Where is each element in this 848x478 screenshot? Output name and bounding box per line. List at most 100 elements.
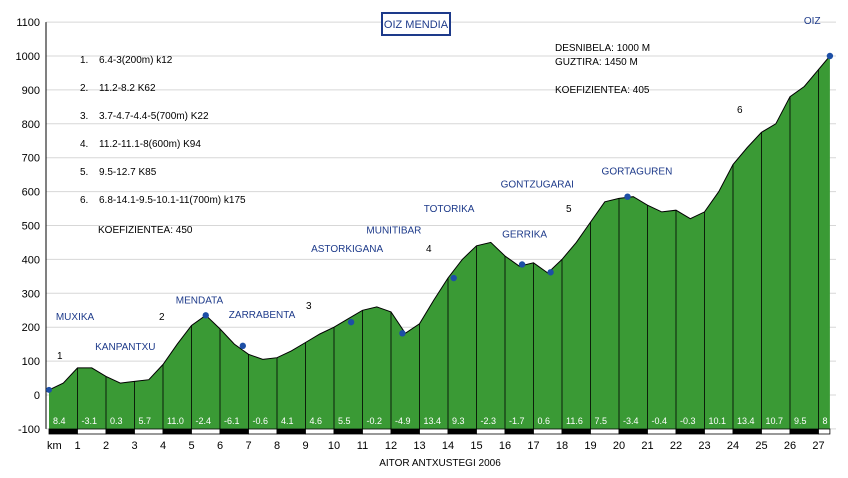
gradient-label: 11.6	[566, 416, 583, 426]
place-label: ASTORKIGANA	[311, 244, 383, 255]
climb-legend-desc: 11.2-11.1-8(600m) K94	[99, 139, 201, 150]
gradient-label: 10.7	[766, 416, 784, 426]
x-tick-label: 6	[217, 440, 223, 452]
coefficient-left: KOEFIZIENTEA: 450	[98, 225, 193, 236]
place-label: OIZ	[804, 16, 821, 27]
y-tick-label: 0	[34, 390, 40, 402]
place-label: MENDATA	[176, 295, 224, 306]
gradient-label: -0.2	[367, 416, 383, 426]
km-bar-segment	[504, 428, 534, 435]
x-axis-label: km	[47, 440, 62, 452]
place-marker	[239, 342, 246, 350]
place-label: MUXIKA	[56, 312, 95, 323]
start-marker	[46, 386, 52, 393]
x-tick-label: 17	[527, 440, 539, 452]
km-bar-segment	[219, 428, 249, 435]
x-tick-label: 16	[499, 440, 511, 452]
route-stat: KOEFIZIENTEA: 405	[555, 85, 650, 96]
climb-number: 5	[566, 204, 572, 215]
y-tick-label: -100	[18, 424, 40, 436]
y-tick-label: 800	[22, 119, 40, 131]
gradient-label: 0.6	[538, 416, 551, 426]
gradient-label: -6.1	[224, 416, 240, 426]
gradient-label: 5.5	[338, 416, 351, 426]
place-label: KANPANTXU	[95, 342, 155, 353]
x-tick-label: 11	[357, 440, 368, 452]
y-tick-label: 300	[22, 288, 40, 300]
x-tick-label: 1	[74, 440, 80, 452]
x-tick-label: 25	[755, 440, 767, 452]
climbs-legend: 1. 6.4-3(200m) k12 2. 11.2-8.2 K62 3. 3.7-4.7…	[80, 55, 246, 206]
x-tick-label: 12	[385, 440, 397, 452]
km-bar-segment	[48, 428, 78, 435]
place-marker	[624, 193, 631, 200]
km-bar-segment	[732, 428, 762, 435]
climb-legend-number: 1.	[80, 55, 88, 66]
x-tick-label: 4	[160, 440, 166, 452]
climb-number: 4	[426, 244, 432, 255]
gradient-label: 13.4	[737, 416, 755, 426]
route-stats: DESNIBELA: 1000 M GUZTIRA: 1450 M KOEFIZIE…	[555, 43, 650, 96]
climb-number: 3	[306, 301, 312, 312]
gradient-label: -4.9	[395, 416, 411, 426]
km-bar-segment	[362, 428, 392, 435]
km-bar-segment	[105, 428, 135, 435]
gradient-label: -3.4	[623, 416, 639, 426]
km-bar-segment	[618, 428, 648, 435]
elevation-area	[49, 56, 830, 429]
route-stat: DESNIBELA: 1000 M	[555, 43, 650, 54]
gradient-label: 0.3	[110, 416, 123, 426]
x-tick-label: 10	[328, 440, 340, 452]
km-bar-segment	[305, 428, 335, 435]
chart-title: OIZ MENDIA	[384, 19, 449, 31]
km-bar-segment	[77, 428, 107, 435]
x-tick-label: 20	[613, 440, 625, 452]
x-tick-label: 24	[727, 440, 739, 452]
gradient-label: 11.0	[167, 416, 184, 426]
km-bar-segment	[818, 428, 831, 435]
place-marker	[826, 52, 834, 60]
gradient-label: -0.6	[253, 416, 269, 426]
x-tick-label: 21	[641, 440, 653, 452]
km-bar-segment	[590, 428, 620, 435]
x-tick-label: 14	[442, 440, 454, 452]
x-tick-label: 13	[413, 440, 425, 452]
km-bar-segment	[276, 428, 306, 435]
x-tick-label: 8	[274, 440, 280, 452]
profile-area	[48, 55, 831, 429]
gradient-label: 8.4	[53, 416, 66, 426]
gradient-labels: 8.4 -3.1 0.3 5.7 11.0 -2.4 -6.1 -0.6 4.1 4.6 5.5 -0…	[53, 416, 828, 426]
place-label: GORTAGUREN	[602, 167, 673, 178]
x-tick-label: 19	[584, 440, 596, 452]
climb-legend-desc: 6.4-3(200m) k12	[99, 55, 173, 66]
x-tick-label: 23	[698, 440, 710, 452]
km-bar-segment	[248, 428, 278, 435]
km-bar-segment	[191, 428, 221, 435]
y-axis: -100 0 100 200 300 400 500 600 700 800 900 1000 1100	[16, 17, 47, 436]
km-bar-segment	[390, 428, 420, 435]
x-tick-label: 3	[131, 440, 137, 452]
gradient-label: 9.5	[794, 416, 807, 426]
place-label: TOTORIKA	[424, 204, 475, 215]
place-label: ZARRABENTA	[229, 310, 296, 321]
km-bar-segment	[561, 428, 591, 435]
place-label: GERRIKA	[502, 229, 547, 240]
y-tick-label: 1000	[16, 51, 40, 63]
place-marker	[450, 274, 457, 282]
gradient-label: -2.4	[196, 416, 212, 426]
x-tick-label: 26	[784, 440, 796, 452]
x-tick-label: 22	[670, 440, 682, 452]
gradient-label: 9.3	[452, 416, 465, 426]
x-tick-label: 7	[245, 440, 251, 452]
gradient-label: 4.1	[281, 416, 294, 426]
gradient-label: 13.4	[424, 416, 442, 426]
gradient-label: -0.3	[680, 416, 696, 426]
gradient-label: -2.3	[481, 416, 497, 426]
climb-numbers: 1 2 3 4 5 6	[57, 105, 743, 362]
y-tick-label: 700	[22, 153, 40, 165]
gradient-label: 7.5	[595, 416, 608, 426]
km-bar-segment	[134, 428, 164, 435]
climb-legend-number: 5.	[80, 167, 88, 178]
climb-number: 6	[737, 105, 743, 116]
